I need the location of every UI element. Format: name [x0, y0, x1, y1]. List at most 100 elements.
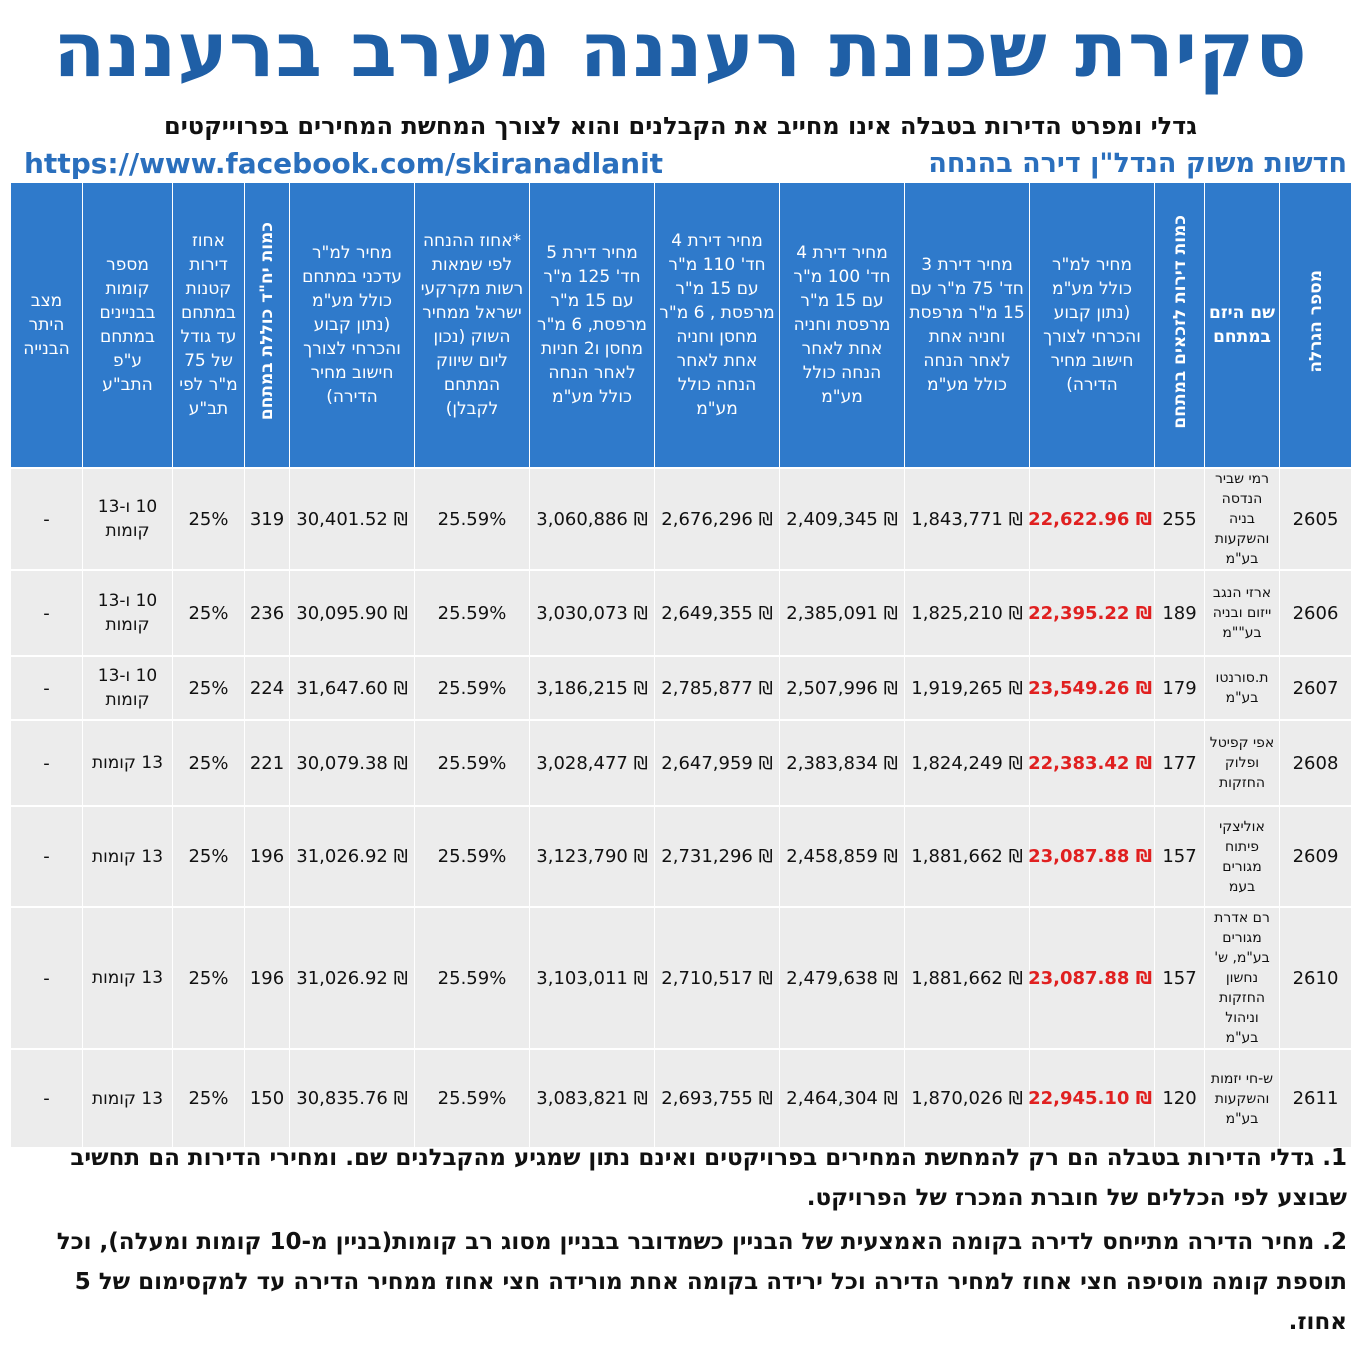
cell-price-3room: ₪ 1,919,265: [904, 655, 1030, 720]
cell-small-pct: 25%: [172, 569, 245, 656]
header-total-units: כמות יח"ד כוללת במתחם: [244, 183, 290, 468]
cell-updated-price: ₪ 31,647.60: [289, 655, 415, 720]
table-row: 2609 אוליצקי פיתוח מגורים בעמ 157 ₪ 23,0…: [10, 805, 1352, 907]
cell-total-units: 196: [244, 805, 290, 907]
cell-floors: 13 קומות: [82, 719, 173, 806]
table-row: 2607 ת.סורנטו בע"מ 179 ₪ 23,549.26 ₪ 1,9…: [10, 655, 1352, 720]
cell-price-4room-110: ₪ 2,647,959: [654, 719, 780, 806]
cell-status: -: [10, 719, 83, 806]
cell-price-4room-100: ₪ 2,385,091: [779, 569, 905, 656]
cell-discount: 25.59%: [414, 805, 530, 907]
table-header-row: מספר הגרלה שם היזם במתחם כמות דירות לזכא…: [10, 183, 1352, 468]
cell-small-pct: 25%: [172, 1048, 245, 1147]
cell-price-4room-110: ₪ 2,676,296: [654, 467, 780, 570]
cell-units: 179: [1154, 655, 1205, 720]
cell-total-units: 196: [244, 906, 290, 1049]
footnotes: 1. גדלי הדירות בטבלה הם רק להמחשת המחירי…: [17, 1138, 1347, 1342]
cell-units: 177: [1154, 719, 1205, 806]
cell-status: -: [10, 1048, 83, 1147]
cell-price-sqm: ₪ 22,383.42: [1028, 719, 1155, 806]
cell-status: -: [10, 569, 83, 656]
cell-price-4room-100: ₪ 2,458,859: [779, 805, 905, 907]
cell-updated-price: ₪ 30,835.76: [289, 1048, 415, 1147]
cell-price-3room: ₪ 1,824,249: [904, 719, 1030, 806]
cell-price-5room: ₪ 3,103,011: [529, 906, 655, 1049]
cell-price-sqm: ₪ 22,622.96: [1028, 467, 1155, 570]
cell-lottery: 2608: [1279, 719, 1352, 806]
cell-developer: רם אדרת מגורים בע"מ, ש' נחשון החזקות וני…: [1204, 906, 1280, 1049]
cell-price-5room: ₪ 3,030,073: [529, 569, 655, 656]
cell-price-5room: ₪ 3,123,790: [529, 805, 655, 907]
cell-price-3room: ₪ 1,843,771: [904, 467, 1030, 570]
cell-discount: 25.59%: [414, 719, 530, 806]
cell-developer: ש-חי יזמות והשקעות בע"מ: [1204, 1048, 1280, 1147]
cell-developer: רמי שביר הנדסה בניה והשקעות בע"מ: [1204, 467, 1280, 570]
cell-updated-price: ₪ 30,401.52: [289, 467, 415, 570]
news-line: חדשות משוק הנדל"ן דירה בהנחה: [928, 148, 1347, 179]
header-floors: מספר קומות בבניינים במתחם ע"פ התב"ע: [82, 183, 173, 468]
cell-price-3room: ₪ 1,825,210: [904, 569, 1030, 656]
cell-status: -: [10, 805, 83, 907]
header-developer: שם היזם במתחם: [1204, 183, 1280, 468]
cell-small-pct: 25%: [172, 655, 245, 720]
cell-updated-price: ₪ 31,026.92: [289, 805, 415, 907]
cell-price-sqm: ₪ 23,549.26: [1028, 655, 1155, 720]
cell-developer: ת.סורנטו בע"מ: [1204, 655, 1280, 720]
cell-updated-price: ₪ 30,079.38: [289, 719, 415, 806]
cell-price-5room: ₪ 3,083,821: [529, 1048, 655, 1147]
header-small-pct: אחוז דירות קטנות במתחם עד גודל של 75 מ"ר…: [172, 183, 245, 468]
table-row: 2606 ארזי הנגב ייזום ובניה בע""מ 189 ₪ 2…: [10, 569, 1352, 656]
cell-total-units: 319: [244, 467, 290, 570]
footnote-1: 1. גדלי הדירות בטבלה הם רק להמחשת המחירי…: [70, 1145, 1347, 1211]
cell-discount: 25.59%: [414, 467, 530, 570]
cell-small-pct: 25%: [172, 719, 245, 806]
header-price-3room: מחיר דירת 3 חד' 75 מ"ר עם 15 מ"ר מרפסת ו…: [904, 183, 1030, 468]
cell-price-4room-100: ₪ 2,479,638: [779, 906, 905, 1049]
cell-price-sqm: ₪ 22,945.10: [1028, 1048, 1155, 1147]
cell-updated-price: ₪ 30,095.90: [289, 569, 415, 656]
cell-price-3room: ₪ 1,870,026: [904, 1048, 1030, 1147]
cell-units: 157: [1154, 805, 1205, 907]
cell-price-4room-110: ₪ 2,731,296: [654, 805, 780, 907]
cell-small-pct: 25%: [172, 805, 245, 907]
cell-floors: 10 ו-13 קומות: [82, 655, 173, 720]
cell-floors: 13 קומות: [82, 805, 173, 907]
header-price-4room-110: מחיר דירת 4 חד' 110 מ"ר עם 15 מ"ר מרפסת …: [654, 183, 780, 468]
cell-floors: 13 קומות: [82, 1048, 173, 1147]
cell-developer: אוליצקי פיתוח מגורים בעמ: [1204, 805, 1280, 907]
table-row: 2611 ש-חי יזמות והשקעות בע"מ 120 ₪ 22,94…: [10, 1048, 1352, 1147]
cell-floors: 10 ו-13 קומות: [82, 569, 173, 656]
cell-price-sqm: ₪ 22,395.22: [1028, 569, 1155, 656]
cell-units: 120: [1154, 1048, 1205, 1147]
cell-developer: ארזי הנגב ייזום ובניה בע""מ: [1204, 569, 1280, 656]
cell-status: -: [10, 467, 83, 570]
cell-price-4room-110: ₪ 2,693,755: [654, 1048, 780, 1147]
cell-discount: 25.59%: [414, 655, 530, 720]
header-units-for-winners: כמות דירות לזכאים במתחם: [1154, 183, 1205, 468]
cell-price-4room-110: ₪ 2,710,517: [654, 906, 780, 1049]
facebook-link[interactable]: https://www.facebook.com/skiranadlanit: [24, 147, 664, 180]
cell-price-5room: ₪ 3,028,477: [529, 719, 655, 806]
cell-lottery: 2611: [1279, 1048, 1352, 1147]
header-status: מצב היתר הבנייה: [10, 183, 83, 468]
source-line: חדשות משוק הנדל"ן דירה בהנחה https://www…: [0, 146, 1361, 182]
cell-price-3room: ₪ 1,881,662: [904, 805, 1030, 907]
header-price-5room: מחיר דירת 5 חד' 125 מ"ר עם 15 מ"ר מרפסת,…: [529, 183, 655, 468]
cell-small-pct: 25%: [172, 906, 245, 1049]
cell-discount: 25.59%: [414, 906, 530, 1049]
cell-developer: אפי קפיטל ופלוק החזקות: [1204, 719, 1280, 806]
cell-price-4room-100: ₪ 2,409,345: [779, 467, 905, 570]
cell-status: -: [10, 906, 83, 1049]
cell-price-4room-100: ₪ 2,507,996: [779, 655, 905, 720]
cell-total-units: 221: [244, 719, 290, 806]
cell-price-5room: ₪ 3,186,215: [529, 655, 655, 720]
cell-price-sqm: ₪ 23,087.88: [1028, 805, 1155, 907]
lottery-table: מספר הגרלה שם היזם במתחם כמות דירות לזכא…: [10, 183, 1352, 1147]
cell-units: 157: [1154, 906, 1205, 1049]
cell-total-units: 236: [244, 569, 290, 656]
cell-total-units: 224: [244, 655, 290, 720]
table-row: 2610 רם אדרת מגורים בע"מ, ש' נחשון החזקו…: [10, 906, 1352, 1049]
page-title: סקירת שכונת רעננה מערב ברעננה: [53, 5, 1308, 94]
cell-price-3room: ₪ 1,881,662: [904, 906, 1030, 1049]
cell-price-4room-110: ₪ 2,649,355: [654, 569, 780, 656]
